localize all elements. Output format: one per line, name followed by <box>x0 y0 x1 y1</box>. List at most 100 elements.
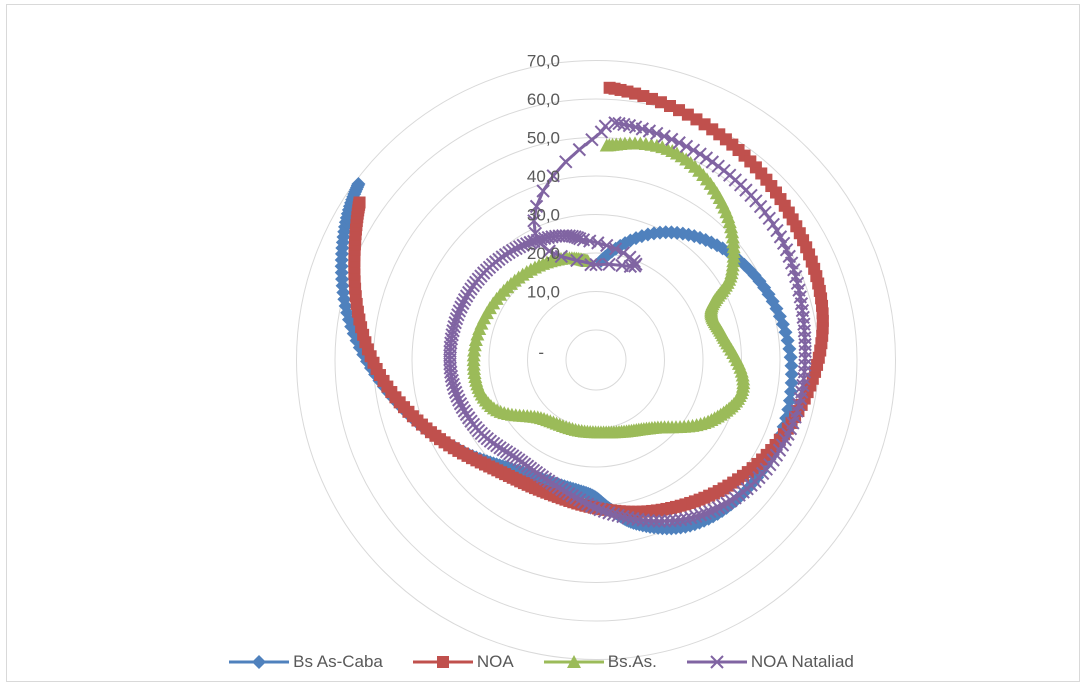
data-point <box>602 257 616 272</box>
data-point <box>529 199 544 214</box>
legend-swatch <box>686 655 747 669</box>
radial-tick-label: 40,0 <box>527 167 560 186</box>
data-point <box>589 257 603 272</box>
grid-ring-0 <box>565 329 627 391</box>
series-noa-nataliad <box>443 116 812 528</box>
data-point <box>693 147 707 161</box>
radial-tick-label: 30,0 <box>527 206 560 225</box>
data-point <box>698 506 712 520</box>
data-point <box>583 234 597 248</box>
data-point <box>612 116 626 131</box>
data-point <box>642 124 657 138</box>
data-point <box>784 367 799 382</box>
data-point <box>456 296 470 311</box>
legend: Bs As-Caba NOA Bs.As. NOA Nataliad <box>0 650 1083 674</box>
data-point <box>448 315 462 330</box>
data-point <box>703 504 717 519</box>
data-point <box>602 506 616 520</box>
radial-tick-label: 60,0 <box>527 90 560 109</box>
data-point <box>715 498 730 513</box>
series-layer <box>334 81 829 536</box>
data-point <box>598 119 613 133</box>
data-point <box>580 497 595 511</box>
data-point <box>351 177 366 192</box>
data-point <box>527 214 541 228</box>
radial-tick-labels: - 10,0 20,0 30,0 40,0 50,0 60,0 70,0 <box>527 52 560 363</box>
data-point <box>597 504 612 519</box>
data-point <box>606 507 621 521</box>
data-point <box>657 129 671 143</box>
data-point <box>444 332 459 346</box>
data-point <box>773 230 788 244</box>
data-point <box>554 249 569 264</box>
data-point <box>576 495 591 509</box>
data-point <box>459 289 474 303</box>
data-point <box>650 126 664 141</box>
data-point <box>663 514 677 528</box>
data-point <box>584 499 599 513</box>
data-point <box>450 389 464 403</box>
data-point <box>509 241 523 256</box>
data-point <box>679 512 693 526</box>
data-point <box>758 205 772 220</box>
data-point <box>528 226 543 241</box>
data-point <box>584 257 598 272</box>
data-point <box>585 133 599 147</box>
data-point <box>536 184 550 198</box>
chart-frame <box>6 4 1080 682</box>
data-point <box>447 319 461 334</box>
data-point <box>654 96 667 109</box>
data-point <box>657 514 672 528</box>
legend-item: NOA <box>412 652 514 672</box>
data-point <box>679 139 694 154</box>
data-point <box>784 384 799 399</box>
radial-tick-label: 20,0 <box>527 244 560 263</box>
legend-label: NOA Nataliad <box>750 652 854 671</box>
data-point <box>686 143 701 157</box>
data-point <box>570 253 584 268</box>
data-point <box>593 502 607 517</box>
data-point <box>693 508 708 522</box>
data-point <box>457 292 472 307</box>
data-point <box>672 136 686 150</box>
data-point <box>573 231 587 246</box>
data-point <box>446 324 460 338</box>
data-point <box>673 512 688 527</box>
data-point <box>589 501 603 515</box>
data-point <box>616 246 631 260</box>
legend-label: NOA <box>476 652 514 671</box>
data-point <box>457 404 472 418</box>
data-point <box>569 491 583 505</box>
data-point <box>353 196 366 209</box>
data-point <box>572 142 587 157</box>
data-point <box>647 514 661 528</box>
data-point <box>668 513 683 528</box>
data-point <box>452 304 467 318</box>
data-point <box>559 155 573 169</box>
data-point <box>762 211 776 226</box>
radial-tick-label: - <box>538 343 544 362</box>
data-point <box>706 123 719 136</box>
data-point <box>770 223 784 238</box>
data-point <box>699 151 714 165</box>
data-point <box>628 259 642 273</box>
data-point <box>452 393 466 407</box>
data-point <box>783 350 798 365</box>
data-point <box>689 509 703 524</box>
data-point <box>664 100 677 113</box>
legend-item: NOA Nataliad <box>686 652 854 672</box>
data-point <box>784 358 799 373</box>
data-point <box>512 240 527 254</box>
data-point <box>546 169 560 183</box>
data-point <box>449 312 464 326</box>
data-point <box>453 397 468 411</box>
series-bs-as- <box>466 136 751 439</box>
data-point <box>652 514 666 528</box>
data-point <box>454 300 468 314</box>
grid-ring-1 <box>527 291 665 429</box>
legend-swatch <box>229 655 290 669</box>
data-point <box>784 375 799 390</box>
data-point <box>720 496 734 510</box>
data-point <box>782 393 797 408</box>
